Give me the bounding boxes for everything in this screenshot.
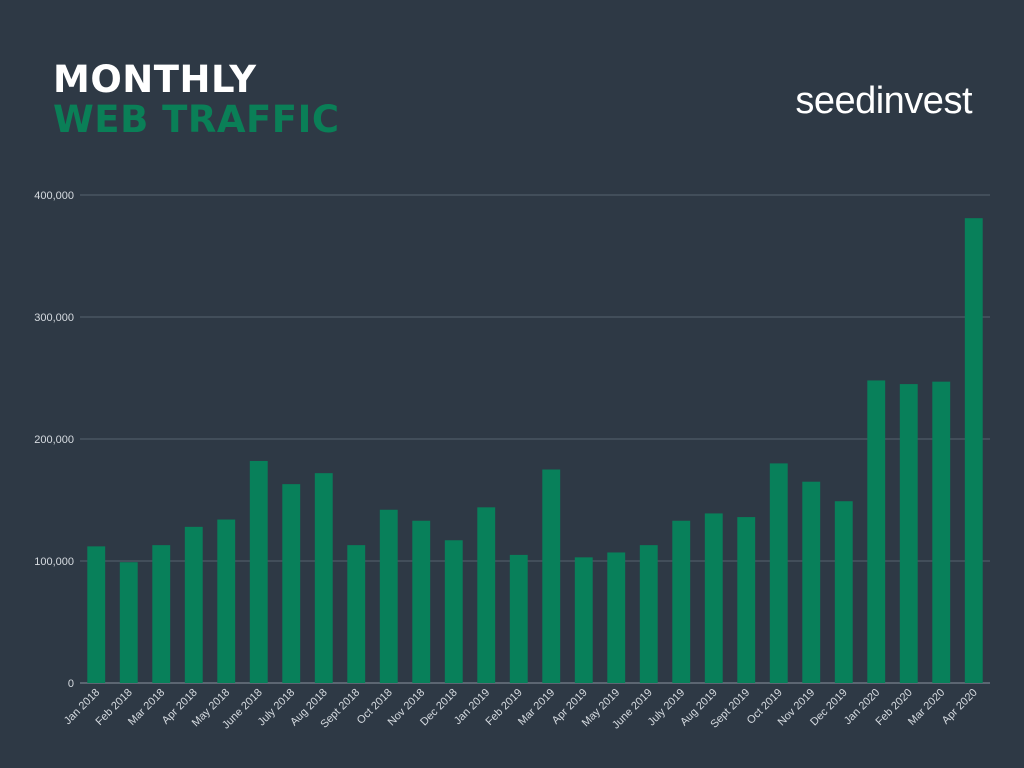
- bar: [867, 380, 886, 683]
- bar: [574, 557, 593, 683]
- bar: [444, 540, 463, 683]
- bar: [737, 517, 756, 683]
- seedinvest-logo: seedinvest: [795, 80, 972, 122]
- bar: [314, 473, 333, 683]
- bar: [217, 519, 236, 683]
- chart-title: MONTHLY WEB TRAFFIC: [53, 60, 340, 140]
- bar: [639, 545, 658, 683]
- title-line-monthly: MONTHLY: [53, 58, 257, 101]
- bar: [704, 513, 723, 683]
- bar: [769, 463, 788, 683]
- y-tick-label: 300,000: [34, 312, 74, 324]
- y-tick-label: 400,000: [34, 190, 74, 202]
- bar: [607, 552, 626, 683]
- bar: [412, 520, 431, 683]
- bar: [119, 562, 138, 683]
- title-line-web-traffic: WEB TRAFFIC: [53, 98, 340, 141]
- y-tick-label: 100,000: [34, 556, 74, 568]
- bar: [964, 218, 983, 683]
- y-axis-tick-labels: 0 100,000 200,000 300,000 400,000: [34, 190, 74, 690]
- bar: [87, 546, 106, 683]
- bar: [932, 381, 951, 683]
- bar: [509, 554, 528, 683]
- bar: [282, 484, 301, 683]
- bar: [802, 481, 821, 683]
- y-tick-label: 200,000: [34, 434, 74, 446]
- bar: [834, 501, 853, 683]
- bar: [249, 460, 268, 683]
- bar: [477, 507, 496, 683]
- x-tick-label: Apr 2020: [940, 687, 980, 727]
- bars: [87, 218, 983, 683]
- y-tick-label: 0: [68, 678, 74, 690]
- bar: [542, 469, 561, 683]
- bar: [379, 509, 398, 683]
- bar: [899, 384, 918, 683]
- gridlines: [80, 194, 990, 684]
- bar: [184, 526, 203, 683]
- bar: [347, 545, 366, 683]
- bar: [152, 545, 171, 683]
- bar: [672, 520, 691, 683]
